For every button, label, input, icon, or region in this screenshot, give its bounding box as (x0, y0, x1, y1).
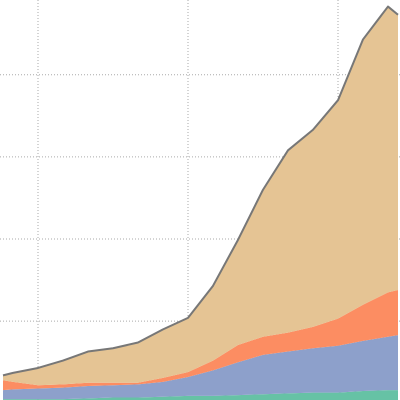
area (3, 390, 398, 400)
area (3, 335, 398, 400)
area (3, 6, 398, 386)
area-outline (2, 5, 399, 377)
area (3, 289, 398, 391)
